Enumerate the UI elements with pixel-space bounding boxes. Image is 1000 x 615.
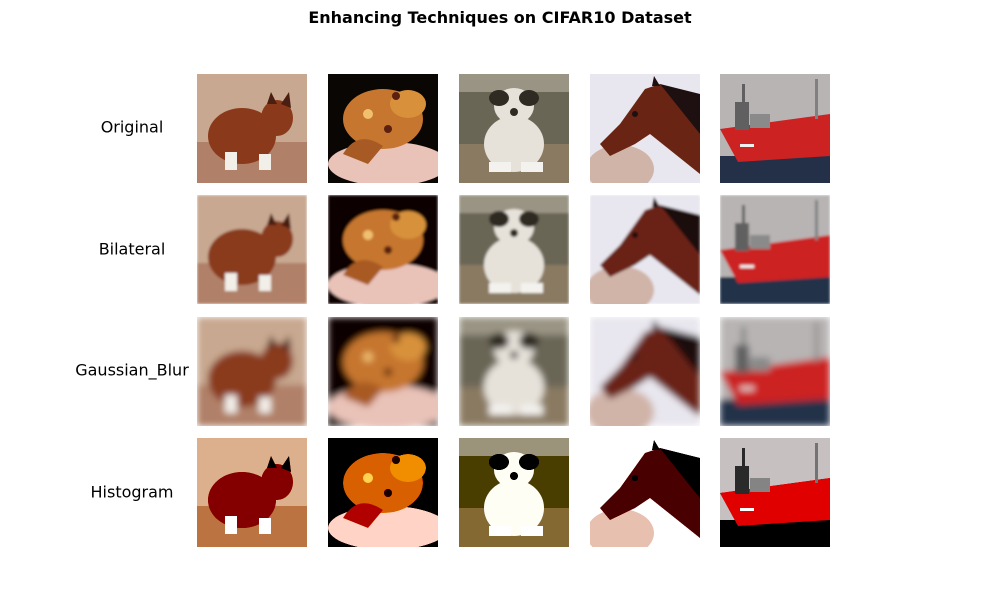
row-label-original: Original [100, 117, 164, 137]
dog-image [459, 74, 569, 183]
row-label-gaussian-blur: Gaussian_Blur [75, 360, 189, 380]
image-histogram-frog [328, 438, 438, 547]
dog-image [459, 195, 569, 304]
horse-image [590, 74, 700, 183]
image-blur-frog [328, 317, 438, 426]
image-original-frog [328, 74, 438, 183]
ship-image [720, 438, 830, 547]
horse-image [590, 195, 700, 304]
cat-image [197, 74, 307, 183]
image-blur-dog [459, 317, 569, 426]
image-original-cat [197, 74, 307, 183]
cat-image [197, 438, 307, 547]
image-histogram-dog [459, 438, 569, 547]
image-histogram-horse [590, 438, 700, 547]
image-histogram-ship [720, 438, 830, 547]
frog-image [328, 317, 438, 426]
dog-image [459, 317, 569, 426]
image-bilateral-ship [720, 195, 830, 304]
dog-image [459, 438, 569, 547]
ship-image [720, 317, 830, 426]
image-blur-cat [197, 317, 307, 426]
ship-image [720, 74, 830, 183]
frog-image [328, 195, 438, 304]
frog-image [328, 74, 438, 183]
image-blur-ship [720, 317, 830, 426]
image-original-dog [459, 74, 569, 183]
figure-title: Enhancing Techniques on CIFAR10 Dataset [308, 8, 692, 27]
cat-image [197, 195, 307, 304]
horse-image [590, 438, 700, 547]
image-bilateral-horse [590, 195, 700, 304]
row-label-bilateral: Bilateral [98, 239, 166, 259]
image-histogram-cat [197, 438, 307, 547]
image-original-ship [720, 74, 830, 183]
frog-image [328, 438, 438, 547]
row-label-histogram: Histogram [90, 482, 174, 502]
ship-image [720, 195, 830, 304]
cat-image [197, 317, 307, 426]
image-blur-horse [590, 317, 700, 426]
image-bilateral-dog [459, 195, 569, 304]
image-original-horse [590, 74, 700, 183]
image-bilateral-frog [328, 195, 438, 304]
horse-image [590, 317, 700, 426]
image-bilateral-cat [197, 195, 307, 304]
